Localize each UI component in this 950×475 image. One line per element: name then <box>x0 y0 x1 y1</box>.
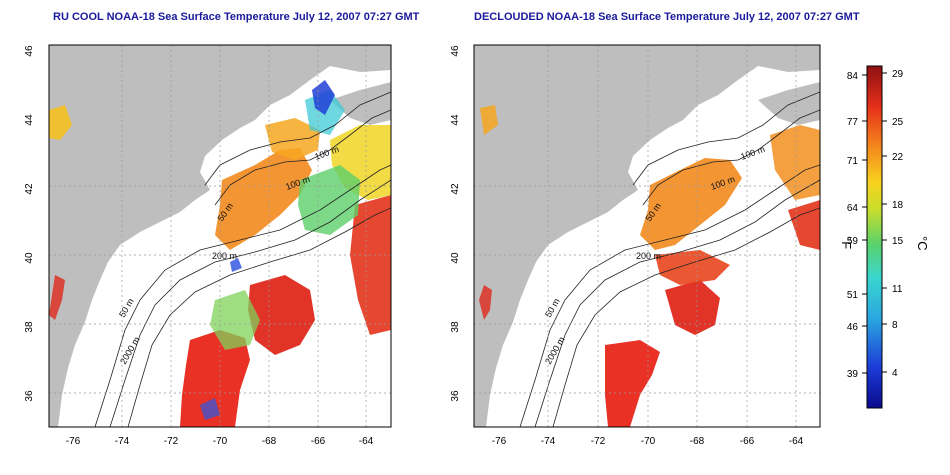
fahrenheit-unit-label: °F <box>839 236 854 249</box>
sst-green-region <box>298 165 360 235</box>
celsius-tick-label: 4 <box>892 368 898 379</box>
lat-tick-label: 44 <box>24 114 35 126</box>
left-map <box>49 45 391 427</box>
sst-warm-region <box>605 340 660 427</box>
grid-lines <box>474 45 820 427</box>
fahrenheit-tick-label: 77 <box>847 117 859 128</box>
lon-tick-label: -74 <box>115 436 130 447</box>
celsius-tick-label: 18 <box>892 200 904 211</box>
fahrenheit-tick-label: 51 <box>847 290 859 301</box>
lon-tick-label: -70 <box>213 436 228 447</box>
sst-yellow-patch <box>49 105 72 140</box>
sst-orange-region <box>215 148 312 250</box>
lat-tick-label: 38 <box>24 321 35 333</box>
sst-warm-region <box>350 195 391 335</box>
lat-tick-label: 46 <box>24 45 35 57</box>
lat-tick-label: 42 <box>450 183 461 195</box>
celsius-tick-label: 8 <box>892 320 898 331</box>
contour-label: 200 m <box>636 251 661 261</box>
lon-tick-label: -68 <box>690 436 705 447</box>
colorbar-ticks <box>862 72 887 374</box>
lon-tick-label: -76 <box>66 436 81 447</box>
depth-contours <box>519 91 820 427</box>
lon-tick-label: -66 <box>311 436 326 447</box>
sst-warm-region <box>788 200 820 250</box>
lon-tick-label: -70 <box>641 436 656 447</box>
sst-orange-region <box>640 158 742 250</box>
celsius-tick-label: 22 <box>892 152 904 163</box>
sst-warm-patch <box>479 285 492 320</box>
colorbar: 84 77 71 64 59 51 46 39 29 25 22 18 15 1… <box>839 65 930 409</box>
sst-warm-region <box>665 280 720 335</box>
lon-tick-label: -76 <box>492 436 507 447</box>
lon-tick-label: -64 <box>359 436 374 447</box>
celsius-tick-label: 29 <box>892 69 904 80</box>
lon-tick-label: -64 <box>789 436 804 447</box>
right-map <box>474 45 820 427</box>
land-mass <box>49 45 391 427</box>
fahrenheit-tick-label: 84 <box>847 71 859 82</box>
fahrenheit-tick-label: 39 <box>847 369 859 380</box>
fahrenheit-tick-label: 71 <box>847 156 859 167</box>
sst-orange-region <box>770 125 820 200</box>
fahrenheit-tick-label: 59 <box>847 236 859 247</box>
lat-tick-label: 36 <box>450 390 461 402</box>
sst-warm-region <box>180 330 250 427</box>
sst-orange-region <box>265 118 320 160</box>
sst-yellow-region <box>480 105 498 135</box>
sst-warm-region <box>655 250 730 285</box>
lon-tick-label: -72 <box>591 436 606 447</box>
sst-blue-region <box>230 258 242 272</box>
panel-frame <box>48 44 392 428</box>
celsius-tick-label: 11 <box>892 284 903 295</box>
fahrenheit-tick-label: 46 <box>847 322 859 333</box>
lat-tick-label: 36 <box>24 390 35 402</box>
fahrenheit-tick-label: 64 <box>847 203 859 214</box>
lon-tick-label: -68 <box>262 436 277 447</box>
lon-tick-label: -72 <box>164 436 179 447</box>
sst-green-region <box>210 290 260 350</box>
contour-label: 200 m <box>212 251 237 261</box>
sst-blue-region <box>200 398 220 420</box>
celsius-tick-label: 25 <box>892 117 904 128</box>
lat-tick-label: 42 <box>24 183 35 195</box>
lat-tick-label: 46 <box>450 45 461 57</box>
lat-tick-label: 38 <box>450 321 461 333</box>
nova-scotia-land <box>330 82 391 125</box>
celsius-tick-label: 15 <box>892 236 904 247</box>
lon-tick-label: -74 <box>541 436 556 447</box>
lat-tick-label: 40 <box>450 252 461 264</box>
lon-tick-label: -66 <box>740 436 755 447</box>
left-axes: 100 m 100 m 50 m 200 m 50 m 2000 m 46 44… <box>24 44 392 447</box>
sst-warm-patch <box>49 275 65 320</box>
lat-tick-label: 40 <box>24 252 35 264</box>
panel-frame <box>473 44 821 428</box>
right-panel-title: DECLOUDED NOAA-18 Sea Surface Temperatur… <box>474 11 860 23</box>
left-panel-title: RU COOL NOAA-18 Sea Surface Temperature … <box>53 11 420 23</box>
lat-tick-label: 44 <box>450 114 461 126</box>
land-mass <box>474 45 820 427</box>
sst-warm-region <box>248 275 315 355</box>
colorbar-scale <box>866 65 883 409</box>
grid-lines <box>49 45 391 427</box>
celsius-unit-label: °C <box>915 236 930 251</box>
nova-scotia-land <box>758 82 820 125</box>
